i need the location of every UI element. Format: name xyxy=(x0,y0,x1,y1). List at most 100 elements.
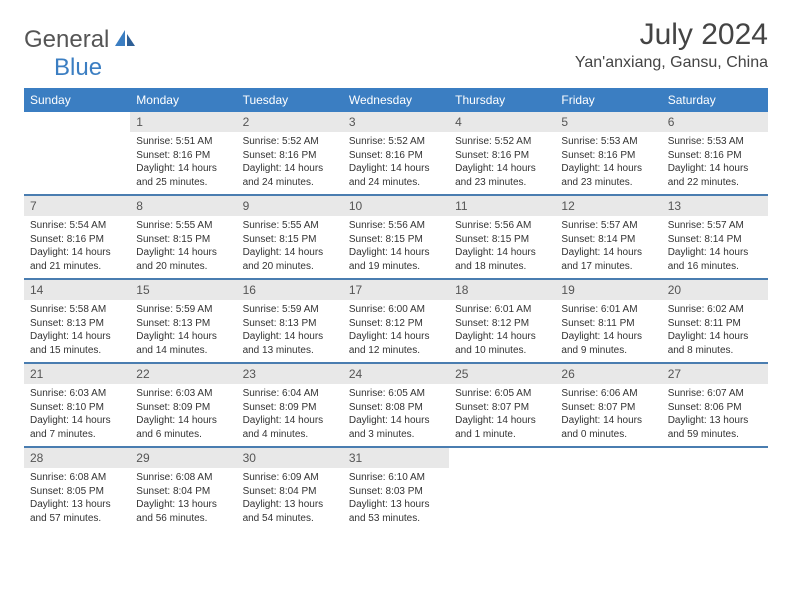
day-number: 6 xyxy=(662,112,768,132)
day-header: Monday xyxy=(130,88,236,112)
logo-text-blue: Blue xyxy=(54,54,102,82)
day-header: Tuesday xyxy=(237,88,343,112)
sunrise-text: Sunrise: 5:53 AM xyxy=(561,135,655,149)
day-number: 30 xyxy=(237,448,343,468)
calendar-cell: 19Sunrise: 6:01 AMSunset: 8:11 PMDayligh… xyxy=(555,280,661,362)
day-details: Sunrise: 5:59 AMSunset: 8:13 PMDaylight:… xyxy=(130,300,236,362)
day-details: Sunrise: 5:52 AMSunset: 8:16 PMDaylight:… xyxy=(449,132,555,194)
sunset-text: Sunset: 8:12 PM xyxy=(455,317,549,331)
daylight-text: Daylight: 13 hours and 56 minutes. xyxy=(136,498,230,525)
sunset-text: Sunset: 8:16 PM xyxy=(668,149,762,163)
day-header-row: Sunday Monday Tuesday Wednesday Thursday… xyxy=(24,88,768,112)
sunrise-text: Sunrise: 5:54 AM xyxy=(30,219,124,233)
sunrise-text: Sunrise: 6:06 AM xyxy=(561,387,655,401)
sunrise-text: Sunrise: 6:00 AM xyxy=(349,303,443,317)
daylight-text: Daylight: 14 hours and 25 minutes. xyxy=(136,162,230,189)
day-details: Sunrise: 5:53 AMSunset: 8:16 PMDaylight:… xyxy=(662,132,768,194)
sunrise-text: Sunrise: 6:08 AM xyxy=(136,471,230,485)
daylight-text: Daylight: 14 hours and 6 minutes. xyxy=(136,414,230,441)
sunset-text: Sunset: 8:08 PM xyxy=(349,401,443,415)
sunrise-text: Sunrise: 6:10 AM xyxy=(349,471,443,485)
sunset-text: Sunset: 8:16 PM xyxy=(136,149,230,163)
day-details: Sunrise: 5:52 AMSunset: 8:16 PMDaylight:… xyxy=(237,132,343,194)
sunrise-text: Sunrise: 5:52 AM xyxy=(243,135,337,149)
sunset-text: Sunset: 8:03 PM xyxy=(349,485,443,499)
calendar-cell: 16Sunrise: 5:59 AMSunset: 8:13 PMDayligh… xyxy=(237,280,343,362)
day-details: Sunrise: 6:01 AMSunset: 8:11 PMDaylight:… xyxy=(555,300,661,362)
day-number: 4 xyxy=(449,112,555,132)
calendar-cell: 5 Sunrise: 5:53 AMSunset: 8:16 PMDaylight… xyxy=(555,112,661,194)
sunrise-text: Sunrise: 5:52 AM xyxy=(349,135,443,149)
daylight-text: Daylight: 14 hours and 14 minutes. xyxy=(136,330,230,357)
daylight-text: Daylight: 13 hours and 57 minutes. xyxy=(30,498,124,525)
sunrise-text: Sunrise: 6:04 AM xyxy=(243,387,337,401)
week-row: 21Sunrise: 6:03 AMSunset: 8:10 PMDayligh… xyxy=(24,364,768,448)
day-details: Sunrise: 5:57 AMSunset: 8:14 PMDaylight:… xyxy=(555,216,661,278)
sunset-text: Sunset: 8:12 PM xyxy=(349,317,443,331)
sunset-text: Sunset: 8:04 PM xyxy=(243,485,337,499)
daylight-text: Daylight: 14 hours and 1 minute. xyxy=(455,414,549,441)
sunset-text: Sunset: 8:09 PM xyxy=(243,401,337,415)
day-number: 2 xyxy=(237,112,343,132)
sunrise-text: Sunrise: 5:58 AM xyxy=(30,303,124,317)
daylight-text: Daylight: 14 hours and 24 minutes. xyxy=(243,162,337,189)
sunrise-text: Sunrise: 6:07 AM xyxy=(668,387,762,401)
day-number: 5 xyxy=(555,112,661,132)
calendar-cell: 8Sunrise: 5:55 AMSunset: 8:15 PMDaylight… xyxy=(130,196,236,278)
sunset-text: Sunset: 8:13 PM xyxy=(243,317,337,331)
title-block: July 2024 Yan'anxiang, Gansu, China xyxy=(575,18,768,72)
sunset-text: Sunset: 8:16 PM xyxy=(561,149,655,163)
calendar-cell: 12Sunrise: 5:57 AMSunset: 8:14 PMDayligh… xyxy=(555,196,661,278)
sunset-text: Sunset: 8:07 PM xyxy=(561,401,655,415)
page-title: July 2024 xyxy=(575,18,768,52)
day-header: Sunday xyxy=(24,88,130,112)
sunset-text: Sunset: 8:15 PM xyxy=(349,233,443,247)
day-details: Sunrise: 6:05 AMSunset: 8:07 PMDaylight:… xyxy=(449,384,555,446)
sunset-text: Sunset: 8:16 PM xyxy=(30,233,124,247)
day-number: 21 xyxy=(24,364,130,384)
day-number: 19 xyxy=(555,280,661,300)
sunrise-text: Sunrise: 5:56 AM xyxy=(455,219,549,233)
sunrise-text: Sunrise: 5:56 AM xyxy=(349,219,443,233)
sunset-text: Sunset: 8:06 PM xyxy=(668,401,762,415)
sunrise-text: Sunrise: 6:02 AM xyxy=(668,303,762,317)
day-details: Sunrise: 5:52 AMSunset: 8:16 PMDaylight:… xyxy=(343,132,449,194)
sunrise-text: Sunrise: 6:05 AM xyxy=(455,387,549,401)
day-number: 31 xyxy=(343,448,449,468)
day-details: Sunrise: 6:10 AMSunset: 8:03 PMDaylight:… xyxy=(343,468,449,530)
sunset-text: Sunset: 8:15 PM xyxy=(136,233,230,247)
day-number: 28 xyxy=(24,448,130,468)
day-details: Sunrise: 6:03 AMSunset: 8:10 PMDaylight:… xyxy=(24,384,130,446)
calendar-cell: 27Sunrise: 6:07 AMSunset: 8:06 PMDayligh… xyxy=(662,364,768,446)
sunset-text: Sunset: 8:07 PM xyxy=(455,401,549,415)
daylight-text: Daylight: 14 hours and 19 minutes. xyxy=(349,246,443,273)
day-number: 8 xyxy=(130,196,236,216)
sunrise-text: Sunrise: 6:03 AM xyxy=(136,387,230,401)
daylight-text: Daylight: 14 hours and 10 minutes. xyxy=(455,330,549,357)
day-number: 20 xyxy=(662,280,768,300)
day-header: Friday xyxy=(555,88,661,112)
day-number: 13 xyxy=(662,196,768,216)
sunset-text: Sunset: 8:16 PM xyxy=(455,149,549,163)
calendar-cell xyxy=(662,448,768,530)
sunset-text: Sunset: 8:15 PM xyxy=(243,233,337,247)
sunrise-text: Sunrise: 6:01 AM xyxy=(561,303,655,317)
day-details: Sunrise: 5:51 AMSunset: 8:16 PMDaylight:… xyxy=(130,132,236,194)
calendar-cell xyxy=(24,112,130,194)
daylight-text: Daylight: 14 hours and 16 minutes. xyxy=(668,246,762,273)
calendar-cell: 6Sunrise: 5:53 AMSunset: 8:16 PMDaylight… xyxy=(662,112,768,194)
week-row: 28Sunrise: 6:08 AMSunset: 8:05 PMDayligh… xyxy=(24,448,768,530)
daylight-text: Daylight: 14 hours and 23 minutes. xyxy=(561,162,655,189)
calendar-cell: 25Sunrise: 6:05 AMSunset: 8:07 PMDayligh… xyxy=(449,364,555,446)
day-details: Sunrise: 5:54 AMSunset: 8:16 PMDaylight:… xyxy=(24,216,130,278)
calendar-cell: 7Sunrise: 5:54 AMSunset: 8:16 PMDaylight… xyxy=(24,196,130,278)
calendar-cell: 31Sunrise: 6:10 AMSunset: 8:03 PMDayligh… xyxy=(343,448,449,530)
calendar-cell: 10 Sunrise: 5:56 AMSunset: 8:15 PMDayligh… xyxy=(343,196,449,278)
day-details: Sunrise: 5:55 AMSunset: 8:15 PMDaylight:… xyxy=(130,216,236,278)
calendar-cell: 22Sunrise: 6:03 AMSunset: 8:09 PMDayligh… xyxy=(130,364,236,446)
logo: General xyxy=(24,26,141,54)
day-number: 10 xyxy=(343,196,449,216)
calendar: Sunday Monday Tuesday Wednesday Thursday… xyxy=(24,88,768,530)
week-row: 1Sunrise: 5:51 AMSunset: 8:16 PMDaylight… xyxy=(24,112,768,196)
calendar-cell: 14Sunrise: 5:58 AMSunset: 8:13 PMDayligh… xyxy=(24,280,130,362)
